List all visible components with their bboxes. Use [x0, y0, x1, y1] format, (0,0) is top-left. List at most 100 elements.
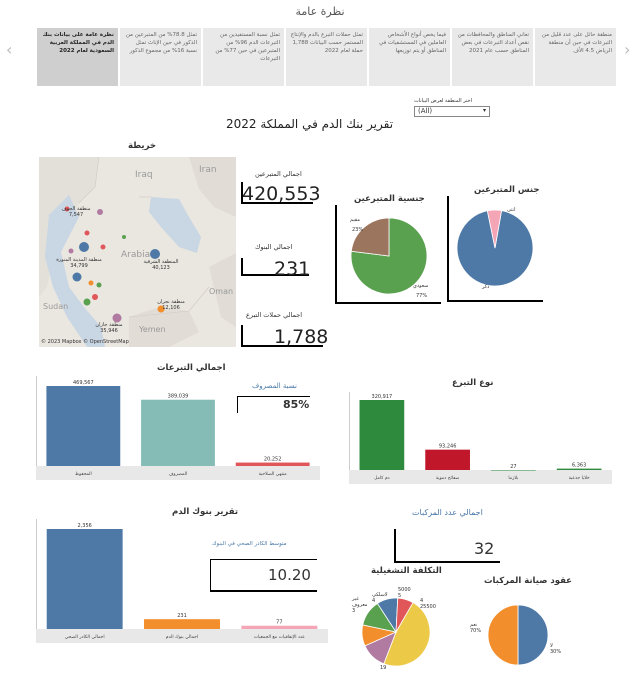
map-region-value: 7,547 [68, 212, 84, 218]
kpi-label: اجمالي البنوك [255, 243, 293, 251]
bar-value-label: 231 [177, 613, 187, 619]
bar[interactable] [46, 386, 121, 466]
story-next-button[interactable]: › [624, 40, 631, 59]
bar[interactable] [359, 400, 405, 470]
map-region-name: المنطقة الشرقية [143, 259, 179, 265]
banks-avg-value: 10.20 [268, 566, 311, 584]
bar[interactable] [425, 449, 470, 470]
map-region-value: 12,106 [162, 305, 180, 311]
donations-bar-chart[interactable]: 469,567 المحفوظ 389,039 المصروف 20,252 منتهي … [36, 376, 320, 480]
pie-slice[interactable] [486, 209, 503, 249]
red-sea-shape [45, 195, 105, 347]
map-label-country: Oman [209, 287, 234, 296]
gender-label-female: انثى [507, 207, 516, 213]
bar[interactable] [241, 625, 318, 629]
banks-avg-frame [210, 559, 317, 592]
banks-avg-label: متوسط الكادر الصحي في البنوك [212, 541, 287, 547]
map-region-name: منطقة جازان [95, 322, 123, 328]
map-bubble [157, 305, 165, 313]
bar[interactable] [144, 619, 220, 629]
map-bubble [68, 248, 74, 254]
pie-slice[interactable] [350, 217, 428, 295]
kpi-frame [241, 325, 323, 347]
cost-label: 5000 5 [398, 587, 411, 599]
nationality-label-saudi: سعودي [413, 283, 429, 289]
story-prev-button[interactable]: ‹ [6, 40, 13, 59]
bar[interactable] [491, 469, 536, 471]
bar-category-label: صفائح دموية [436, 476, 460, 481]
region-filter-value: (All) [418, 107, 433, 115]
story-navigator: نظرة عامة على بيانات بنك الدم في المملكة… [20, 28, 620, 86]
page-title: نظرة عامة [295, 5, 345, 18]
pie-slice[interactable] [395, 597, 414, 633]
bar-value-label: 93,246 [439, 444, 457, 450]
story-card-3[interactable]: تمثل نسبة المستفيدين من التبرعات الدم 96… [202, 28, 284, 86]
map-region-value: 40,123 [152, 265, 170, 271]
bar-value-label: 389,039 [168, 394, 189, 400]
banks-bar-chart[interactable]: 2,356 اجمالي الكادر الصحي 231 اجمالي بنوك ا… [36, 519, 328, 643]
map-label-country: Sudan [43, 302, 69, 311]
donations-percent-label: نسبة المصروف [252, 382, 297, 390]
type-bar-chart[interactable]: 320,917 دم كامل 93,246 صفائح دموية 27 بلازما 6… [349, 392, 612, 484]
pie-slice[interactable] [456, 210, 534, 287]
cost-label: غير معروف 3 [352, 596, 368, 614]
pie-slice[interactable] [487, 604, 519, 666]
kpi-value: 420,553 [242, 183, 321, 205]
map-bubble [64, 206, 70, 212]
chevron-down-icon: ▾ [482, 107, 486, 114]
donations-chart-title: اجمالي التبرعات [157, 363, 226, 373]
story-card-6[interactable]: تعاني المناطق والمحافظات من نقص أعداد ال… [451, 28, 533, 86]
map-bubble [92, 294, 98, 300]
pie-slice[interactable] [383, 602, 431, 667]
pie-slice[interactable] [517, 604, 549, 666]
map-region-label: منطقة نجران 12,106 [151, 299, 191, 311]
pie-slice[interactable] [350, 217, 390, 257]
bar-category-label: اجمالي بنوك الدم [166, 635, 198, 640]
map-bubble [112, 313, 122, 323]
bar-category-label: خلايا جذعية [569, 476, 590, 481]
axis-band [36, 466, 320, 480]
bar[interactable] [46, 529, 123, 629]
top-bar: نظرة عامة [0, 0, 640, 26]
vehicles-label: اجمالي عدد المركبات [412, 508, 483, 517]
type-chart-frame [349, 392, 613, 482]
nationality-chart-frame [335, 205, 441, 304]
map-region-label: منطقة جازان 35,946 [89, 322, 129, 334]
maint-pie[interactable] [486, 595, 550, 671]
map-region-value: 35,946 [100, 328, 118, 334]
bar-category-label: عدد الإتفاقيات مع الجمعيات [254, 635, 306, 640]
map-region-value: 34,799 [70, 263, 88, 269]
kpi-value: 231 [274, 258, 311, 280]
map-bubbles [64, 206, 165, 323]
cost-pie[interactable] [356, 592, 446, 672]
kpi-label: اجمالي حملات التبرع [246, 311, 303, 319]
story-card-7[interactable]: منطقة حائل على عدد قليل من التبرعات في ح… [534, 28, 616, 86]
donations-percent-frame [237, 396, 310, 413]
story-card-1[interactable]: نظرة عامة على بيانات بنك الدم في المملكة… [36, 28, 118, 86]
bar-value-label: 27 [510, 464, 516, 470]
gulf-shape [149, 197, 201, 253]
map-region-label: منطقة الجوف 7,547 [57, 206, 95, 218]
map-label-country: Iraq [135, 170, 153, 180]
bar[interactable] [556, 468, 602, 470]
vehicles-frame [394, 529, 500, 563]
story-card-5[interactable]: فيما يخص أنواع الأشخاص العاملين في المست… [368, 28, 450, 86]
maint-label-yes: نعم 70% [470, 622, 482, 634]
nationality-pie[interactable] [345, 212, 435, 298]
gender-pie[interactable] [455, 203, 539, 299]
bar[interactable] [141, 399, 215, 466]
dashboard-title: تقرير بنك الدم في المملكة 2022 [226, 117, 394, 131]
story-card-4[interactable]: تمثل حملات التبرع بالدم والإنتاج المستمر… [285, 28, 367, 86]
map-bubble [83, 298, 91, 306]
region-filter[interactable]: (All) ▾ [414, 106, 490, 117]
gender-label-male: ذكر [482, 284, 490, 290]
story-card-2[interactable]: تمثل 78.8% من المتبرعين من الذكور في حين… [119, 28, 201, 86]
map-label-country: Arabia [121, 250, 151, 260]
cost-chart-title: التكلفة التشغيلية [371, 566, 442, 576]
bar-category-label: بلازما [508, 476, 518, 481]
map-bubble [100, 244, 106, 250]
nationality-chart-title: جنسية المتبرعين [354, 194, 425, 204]
bar[interactable] [235, 462, 310, 466]
map-label-country: Iran [199, 165, 217, 175]
region-map[interactable]: Iraq Iran Arabia Sudan Yemen Oman منطقة … [39, 157, 236, 347]
